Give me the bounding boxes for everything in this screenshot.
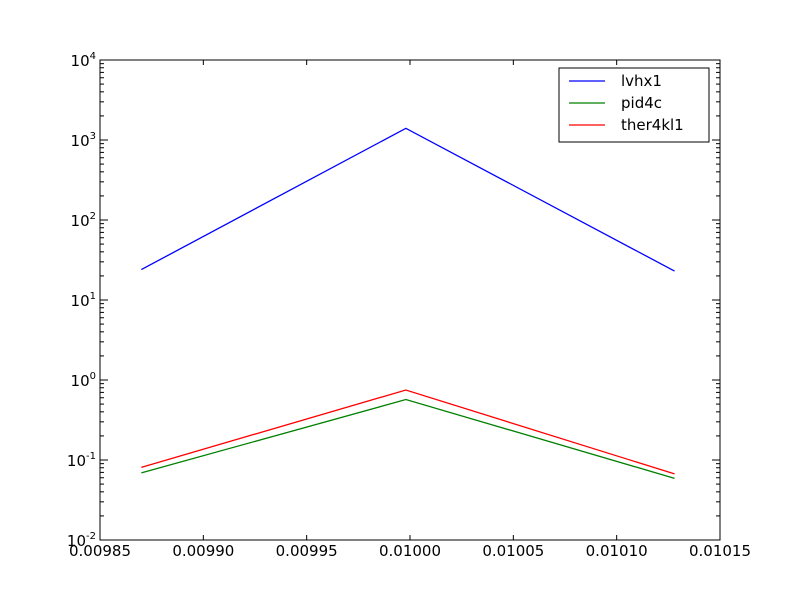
x-tick-label: 0.01000 bbox=[379, 542, 441, 560]
y-tick-label: 101 bbox=[71, 291, 96, 310]
y-tick-label: 10-2 bbox=[67, 531, 96, 550]
series-line-ther4kl1 bbox=[141, 389, 675, 475]
y-tick-label: 104 bbox=[71, 51, 96, 70]
y-tick-label: 100 bbox=[71, 371, 96, 390]
legend-label-pid4c: pid4c bbox=[621, 94, 662, 112]
x-tick-label: 0.01015 bbox=[689, 542, 751, 560]
x-tick-label: 0.00995 bbox=[276, 542, 338, 560]
series-line-pid4c bbox=[141, 398, 675, 479]
y-tick-label: 103 bbox=[71, 131, 96, 150]
legend bbox=[558, 67, 710, 143]
x-tick-label: 0.00990 bbox=[172, 542, 234, 560]
legend-label-ther4kl1: ther4kl1 bbox=[621, 116, 684, 134]
x-tick-label: 0.01005 bbox=[482, 542, 544, 560]
series-line-lvhx1 bbox=[141, 127, 675, 272]
x-tick-label: 0.00985 bbox=[69, 542, 131, 560]
y-tick-label: 102 bbox=[71, 211, 96, 230]
legend-label-lvhx1: lvhx1 bbox=[621, 72, 662, 90]
x-tick-label: 0.01010 bbox=[586, 542, 648, 560]
y-tick-label: 10-1 bbox=[67, 451, 96, 470]
